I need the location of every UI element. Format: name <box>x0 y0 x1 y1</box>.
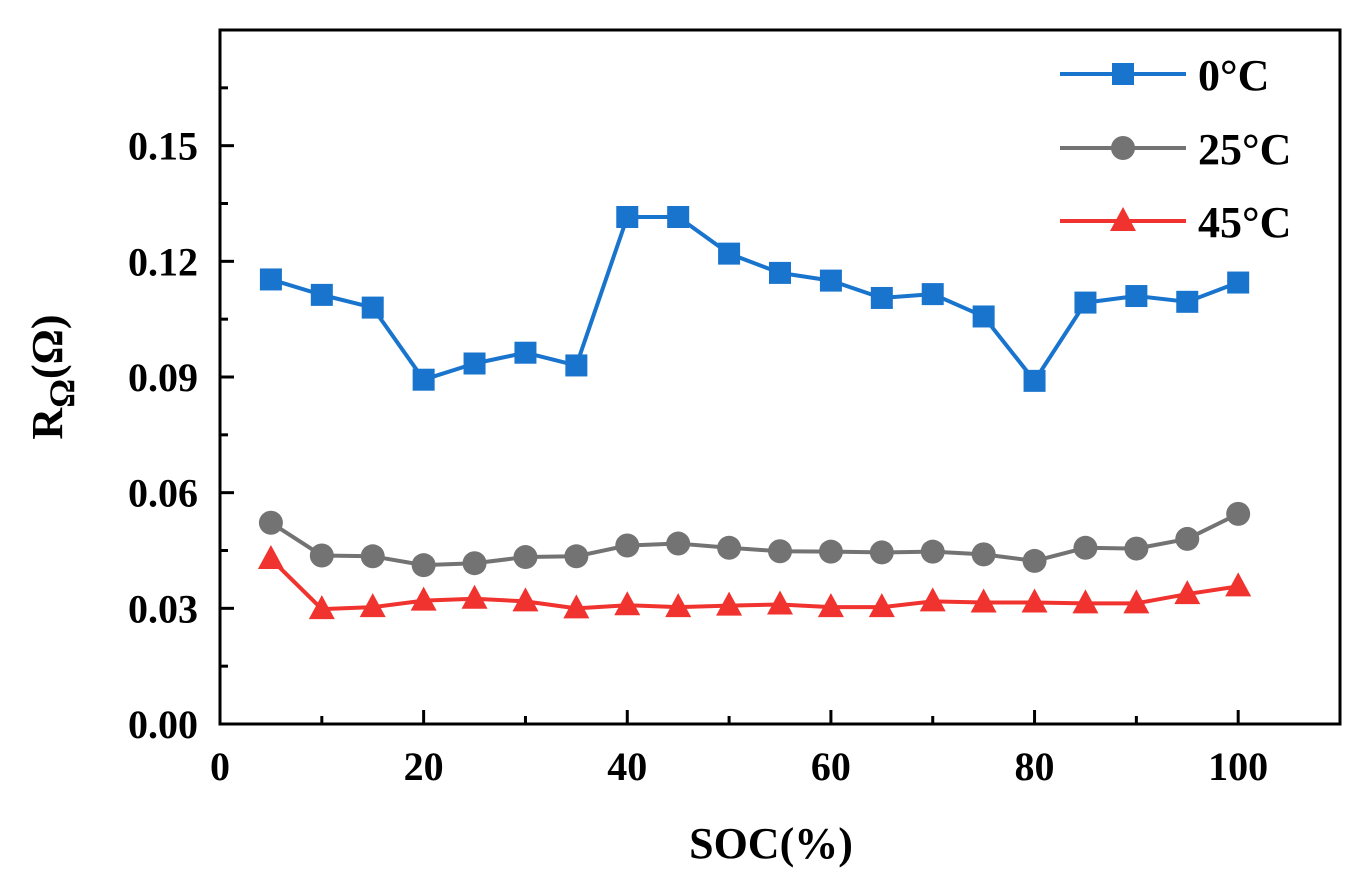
series-25c <box>258 501 1251 578</box>
data-point-45c <box>512 587 539 612</box>
legend: 0°C 25°C 45°C <box>1060 51 1291 247</box>
data-point-0c <box>1074 291 1097 314</box>
legend-marker-0c <box>1112 63 1134 85</box>
data-point-0c <box>870 286 893 309</box>
y-axis-title-suffix: (Ω) <box>23 314 72 379</box>
data-point-45c <box>970 588 997 613</box>
y-tick-label: 0.06 <box>128 471 198 516</box>
data-point-25c <box>513 545 538 570</box>
data-point-0c <box>463 352 486 375</box>
y-tick-label: 0.12 <box>128 239 198 284</box>
data-point-25c <box>564 544 589 569</box>
legend-marker-45c <box>1110 207 1136 231</box>
legend-item-45c: 45°C <box>1060 198 1291 247</box>
data-point-0c <box>259 268 282 291</box>
data-point-0c <box>819 269 842 292</box>
y-axis-title: RΩ(Ω) <box>23 314 82 439</box>
data-point-25c <box>1073 535 1098 560</box>
data-point-0c <box>514 341 537 364</box>
legend-label-0c: 0°C <box>1198 51 1269 100</box>
x-tick-label: 0 <box>210 744 230 789</box>
legend-label-45c: 45°C <box>1198 198 1291 247</box>
series-0c <box>259 205 1250 392</box>
data-point-25c <box>717 535 742 560</box>
y-tick-label: 0.03 <box>128 586 198 631</box>
data-point-0c <box>565 354 588 377</box>
data-point-45c <box>1123 589 1150 614</box>
data-point-0c <box>412 368 435 391</box>
data-point-45c <box>919 587 946 612</box>
data-point-45c <box>767 590 793 615</box>
series-45c <box>257 544 1252 620</box>
data-point-45c <box>665 593 692 618</box>
data-point-45c <box>817 593 844 618</box>
labels-layer: 0 20 40 60 80 100 0.00 0.03 0.06 0.09 0.12 0.15 <box>128 124 1268 789</box>
y-tick-label: 0.00 <box>128 702 198 747</box>
data-point-25c <box>1175 526 1200 551</box>
data-point-45c <box>257 544 284 569</box>
data-point-45c <box>308 595 335 620</box>
data-point-0c <box>1227 271 1250 294</box>
x-tick-label: 20 <box>404 744 444 789</box>
data-point-0c <box>616 205 639 228</box>
data-point-25c <box>920 539 945 564</box>
x-tick-label: 40 <box>607 744 647 789</box>
data-point-45c <box>1072 589 1099 614</box>
data-point-25c <box>309 543 334 568</box>
y-tick-label: 0.09 <box>128 355 198 400</box>
data-point-45c <box>461 584 488 609</box>
x-axis-title: SOC(%) <box>689 819 853 868</box>
data-point-25c <box>258 510 283 535</box>
series-layer <box>257 205 1252 620</box>
x-tick-label: 100 <box>1208 744 1268 789</box>
data-point-0c <box>361 296 384 319</box>
data-point-0c <box>1125 285 1148 308</box>
data-point-25c <box>1226 501 1251 526</box>
data-point-25c <box>666 531 691 556</box>
data-point-45c <box>716 591 743 616</box>
data-point-25c <box>1022 548 1047 573</box>
ticks-layer <box>218 86 1240 726</box>
data-point-45c <box>868 593 895 618</box>
data-point-25c <box>818 539 843 564</box>
legend-item-25c: 25°C <box>1060 125 1291 174</box>
data-point-0c <box>667 205 690 228</box>
series-line-45c <box>269 557 1239 612</box>
data-point-25c <box>360 544 385 569</box>
data-point-45c <box>1174 580 1201 605</box>
data-point-45c <box>1225 572 1252 597</box>
legend-item-0c: 0°C <box>1060 51 1269 100</box>
plot-frame <box>218 28 1342 726</box>
data-point-0c <box>921 283 944 306</box>
data-point-45c <box>359 593 386 618</box>
data-point-45c <box>563 594 590 619</box>
x-tick-label: 80 <box>1015 744 1055 789</box>
data-point-0c <box>769 261 791 284</box>
x-tick-label: 60 <box>811 744 851 789</box>
data-point-25c <box>768 539 792 564</box>
data-point-25c <box>411 553 436 578</box>
data-point-0c <box>718 242 741 265</box>
data-point-45c <box>410 586 437 611</box>
data-point-25c <box>869 540 894 565</box>
data-point-45c <box>614 591 641 616</box>
data-point-0c <box>310 283 333 306</box>
data-point-0c <box>1023 369 1046 392</box>
data-point-45c <box>1021 588 1048 613</box>
y-axis-title-main: R <box>23 407 72 440</box>
y-axis-title-subscript: Ω <box>42 379 82 408</box>
y-tick-label: 0.15 <box>128 124 198 169</box>
data-point-25c <box>1124 536 1149 561</box>
data-point-0c <box>1176 290 1199 313</box>
legend-marker-25c <box>1111 136 1135 160</box>
data-point-25c <box>615 533 640 558</box>
data-point-25c <box>971 542 996 567</box>
data-point-25c <box>462 551 487 576</box>
legend-label-25c: 25°C <box>1198 125 1291 174</box>
data-point-0c <box>972 305 995 328</box>
